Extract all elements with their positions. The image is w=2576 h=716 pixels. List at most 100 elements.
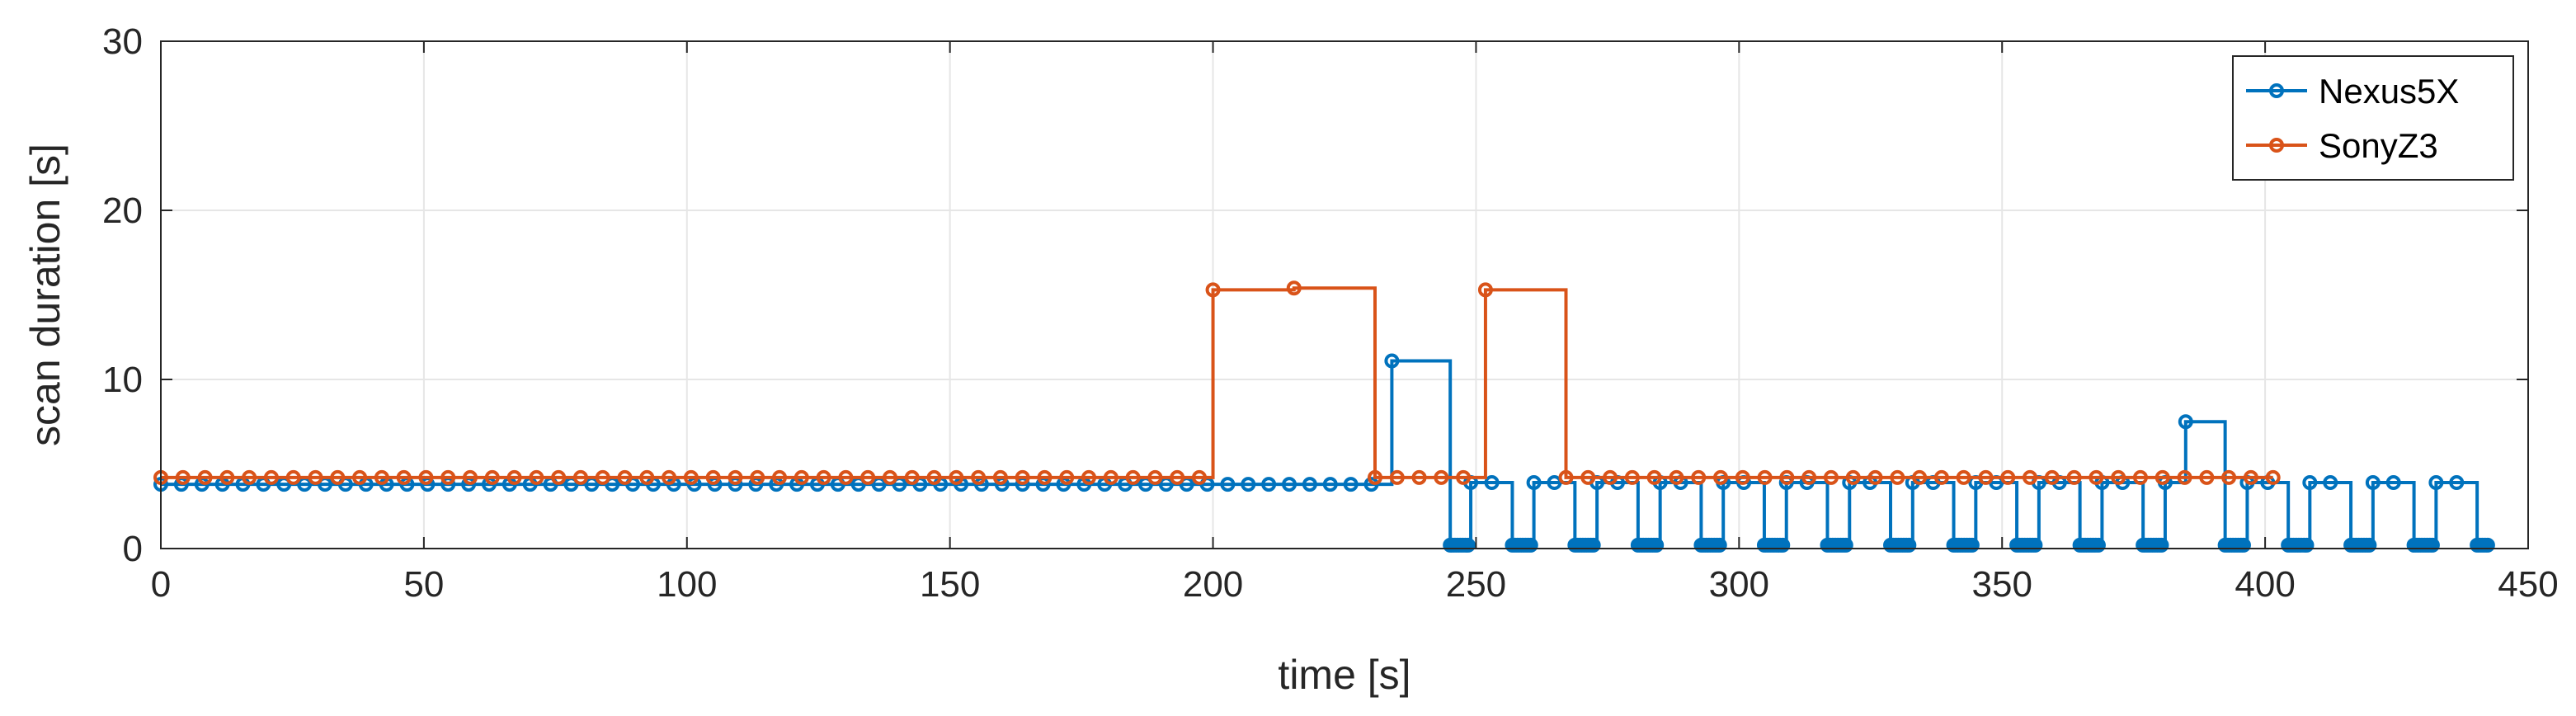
data-point-sonyz3 [463, 469, 478, 485]
data-point-sonyz3 [2044, 469, 2060, 485]
data-point-nexus5x [1649, 537, 1665, 553]
legend-marker-sonyz3 [2269, 138, 2284, 153]
data-point-sonyz3 [551, 469, 567, 485]
data-point-sonyz3 [882, 469, 897, 485]
data-point-nexus5x [1585, 537, 1601, 553]
y-tick-label: 20 [102, 191, 143, 231]
data-point-sonyz3 [1059, 469, 1075, 485]
data-point-sonyz3 [1735, 469, 1750, 485]
data-point-sonyz3 [2000, 469, 2016, 485]
legend-entry-sonyz3: SonyZ3 [2246, 126, 2438, 165]
data-point-sonyz3 [1890, 469, 1905, 485]
data-point-sonyz3 [1933, 469, 1949, 485]
data-point-sonyz3 [1456, 469, 1472, 485]
data-point-sonyz3 [506, 469, 522, 485]
data-point-sonyz3 [396, 469, 412, 485]
data-point-sonyz3 [683, 469, 699, 485]
data-point-sonyz3 [1125, 469, 1141, 485]
data-point-sonyz3 [1845, 469, 1861, 485]
data-point-sonyz3 [484, 469, 500, 485]
x-tick-label: 50 [403, 564, 444, 605]
data-point-sonyz3 [1669, 469, 1684, 485]
x-tick-label: 100 [657, 564, 717, 605]
data-point-nexus5x [1838, 537, 1853, 553]
data-point-sonyz3 [926, 469, 942, 485]
data-point-sonyz3 [2243, 469, 2258, 485]
data-point-sonyz3 [971, 469, 987, 485]
axes [160, 40, 2529, 549]
series-layer [153, 280, 2495, 553]
data-point-sonyz3 [175, 469, 191, 485]
data-point-sonyz3 [2177, 469, 2192, 485]
data-point-sonyz3 [529, 469, 544, 485]
x-tick-label: 0 [151, 564, 171, 605]
data-point-sonyz3 [1801, 469, 1817, 485]
data-point-nexus5x [2424, 537, 2440, 553]
y-tick-label: 0 [123, 529, 143, 569]
data-point-sonyz3 [572, 469, 588, 485]
data-point-sonyz3 [1286, 280, 1302, 296]
data-point-sonyz3 [1170, 469, 1185, 485]
data-point-sonyz3 [1646, 469, 1662, 485]
data-point-sonyz3 [1823, 469, 1839, 485]
data-point-sonyz3 [1779, 469, 1795, 485]
data-point-sonyz3 [1580, 469, 1596, 485]
data-point-nexus5x [1526, 475, 1542, 491]
data-point-sonyz3 [1081, 469, 1097, 485]
data-point-nexus5x [1261, 477, 1277, 492]
series-sonyz3 [153, 280, 2281, 485]
data-point-sonyz3 [2199, 469, 2215, 485]
data-point-sonyz3 [1367, 469, 1382, 485]
data-point-nexus5x [2323, 475, 2338, 491]
data-point-sonyz3 [352, 469, 368, 485]
data-point-nexus5x [1712, 537, 1727, 553]
data-point-sonyz3 [2221, 469, 2237, 485]
data-point-sonyz3 [1603, 469, 1618, 485]
data-point-nexus5x [1220, 477, 1236, 492]
data-point-sonyz3 [1477, 282, 1493, 298]
data-point-sonyz3 [904, 469, 920, 485]
data-point-sonyz3 [1867, 469, 1883, 485]
data-point-nexus5x [1241, 477, 1256, 492]
data-point-nexus5x [1302, 477, 1317, 492]
data-point-sonyz3 [2089, 469, 2104, 485]
x-tick-label: 200 [1183, 564, 1243, 605]
data-point-sonyz3 [1037, 469, 1053, 485]
data-point-nexus5x [1282, 477, 1297, 492]
data-point-sonyz3 [838, 469, 854, 485]
plot-frame [160, 40, 2529, 549]
data-point-sonyz3 [1912, 469, 1928, 485]
x-tick-label: 250 [1446, 564, 1506, 605]
data-point-nexus5x [2365, 475, 2381, 491]
data-point-sonyz3 [2265, 469, 2281, 485]
data-point-nexus5x [2178, 414, 2193, 430]
x-tick-label: 300 [1709, 564, 1769, 605]
legend: Nexus5X SonyZ3 [2232, 55, 2514, 181]
data-point-sonyz3 [219, 469, 235, 485]
data-point-nexus5x [1343, 477, 1359, 492]
data-point-nexus5x [2299, 537, 2315, 553]
tick-labels: 0 50 100 150 200 250 300 350 400 450 0 10 20 30 [102, 21, 2559, 605]
legend-entry-nexus5x: Nexus5X [2246, 72, 2459, 111]
data-point-sonyz3 [1624, 469, 1640, 485]
data-point-sonyz3 [440, 469, 456, 485]
data-point-sonyz3 [2023, 469, 2038, 485]
y-axis-label: scan duration [s] [22, 144, 68, 446]
data-point-nexus5x [1484, 475, 1500, 491]
data-point-nexus5x [2428, 475, 2444, 491]
data-point-sonyz3 [2132, 469, 2148, 485]
data-point-sonyz3 [639, 469, 655, 485]
data-point-sonyz3 [1691, 469, 1707, 485]
data-point-sonyz3 [772, 469, 788, 485]
x-axis-label: time [s] [1278, 652, 1410, 698]
data-point-nexus5x [1901, 537, 1917, 553]
series-nexus5x [153, 353, 2495, 553]
data-point-sonyz3 [263, 469, 279, 485]
data-point-sonyz3 [308, 469, 323, 485]
data-point-nexus5x [1523, 537, 1538, 553]
data-point-sonyz3 [1978, 469, 1994, 485]
data-point-sonyz3 [1147, 469, 1163, 485]
data-point-nexus5x [2302, 475, 2318, 491]
